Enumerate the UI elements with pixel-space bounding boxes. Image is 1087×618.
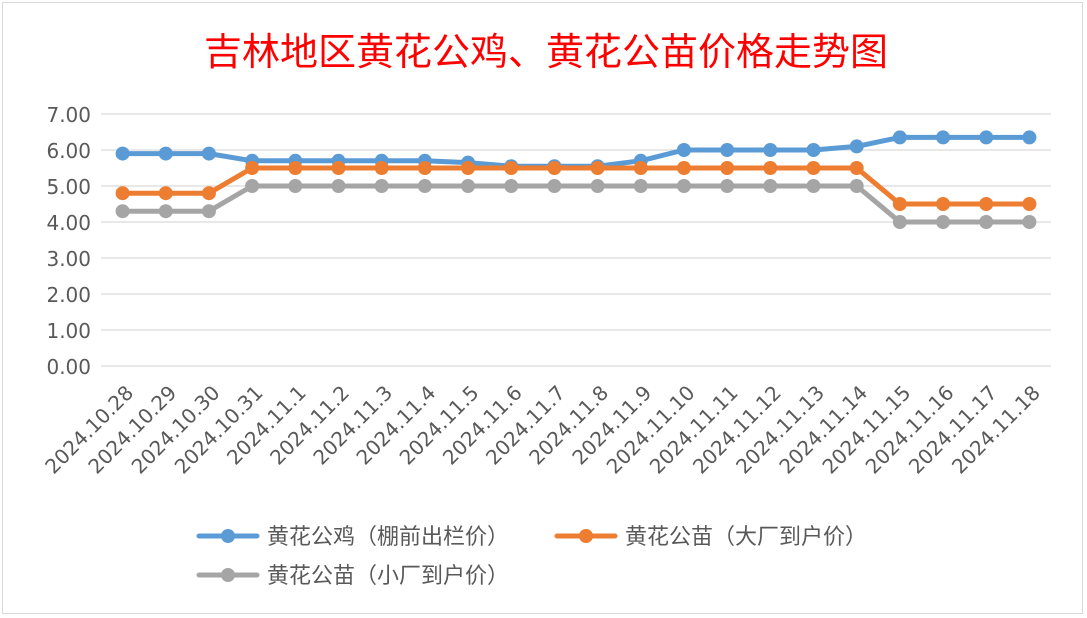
data-point xyxy=(288,179,303,193)
y-tick-label: 6.00 xyxy=(46,139,91,163)
data-point xyxy=(461,179,476,193)
legend-swatch-marker xyxy=(579,529,593,543)
legend-label: 黄花公苗（大厂到户价） xyxy=(625,525,867,550)
gridlines xyxy=(101,113,1051,367)
data-point xyxy=(763,179,778,193)
data-point xyxy=(676,143,691,157)
y-axis-ticks: 0.00 1.00 2.00 3.00 4.00 5.00 6.00 7.00 xyxy=(46,103,91,379)
data-point xyxy=(115,186,130,201)
y-tick-label: 7.00 xyxy=(46,103,91,127)
data-point xyxy=(1022,215,1037,229)
chart-title: 吉林地区黄花公鸡、黄花公苗价格走势图 xyxy=(204,30,888,74)
legend-item[interactable]: 黄花公苗（小厂到户价） xyxy=(196,564,509,589)
data-point xyxy=(331,179,346,193)
data-point xyxy=(158,186,173,201)
data-point xyxy=(1022,130,1037,145)
data-point xyxy=(676,161,691,175)
series-line xyxy=(120,165,1032,207)
data-point xyxy=(720,179,735,193)
data-point xyxy=(590,161,605,175)
data-point xyxy=(720,143,735,157)
data-point xyxy=(158,204,173,219)
data-point xyxy=(849,139,864,154)
data-point xyxy=(763,161,778,175)
data-point xyxy=(504,161,519,175)
data-point xyxy=(633,161,648,175)
data-point xyxy=(806,143,821,157)
data-point xyxy=(892,215,907,229)
y-tick-label: 0.00 xyxy=(46,355,91,379)
data-point xyxy=(590,179,605,193)
data-point xyxy=(245,179,260,193)
data-point xyxy=(979,197,994,211)
legend-swatch-marker xyxy=(221,529,235,543)
legend-label: 黄花公鸡（棚前出栏价） xyxy=(267,525,509,550)
data-point xyxy=(936,197,951,211)
legend[interactable]: 黄花公鸡（棚前出栏价） 黄花公苗（大厂到户价） 黄花公苗（小厂到户价） xyxy=(196,525,867,589)
data-point xyxy=(201,186,216,201)
y-tick-label: 4.00 xyxy=(46,211,91,235)
legend-item[interactable]: 黄花公苗（大厂到户价） xyxy=(554,525,867,550)
data-point xyxy=(115,146,130,161)
data-point xyxy=(504,179,519,193)
series-2 xyxy=(115,161,1037,211)
data-point xyxy=(979,130,994,145)
data-point xyxy=(417,161,432,175)
data-point xyxy=(331,161,346,175)
data-point xyxy=(201,146,216,161)
line-chart: 吉林地区黄花公鸡、黄花公苗价格走势图 0.00 1.00 2.00 3.00 4.00 5… xyxy=(40,30,1051,589)
data-point xyxy=(461,161,476,175)
data-point xyxy=(936,215,951,229)
x-axis-ticks: 2024.10.282024.10.292024.10.302024.10.31… xyxy=(40,381,1045,479)
data-point xyxy=(417,179,432,193)
series-3 xyxy=(115,179,1037,229)
series-lines xyxy=(115,130,1037,229)
series-line xyxy=(120,183,1032,225)
data-point xyxy=(374,161,389,175)
data-point xyxy=(115,204,130,219)
data-point xyxy=(763,143,778,157)
data-point xyxy=(892,197,907,211)
data-point xyxy=(288,161,303,175)
data-point xyxy=(158,146,173,161)
legend-item[interactable]: 黄花公鸡（棚前出栏价） xyxy=(196,525,509,550)
data-point xyxy=(849,161,864,175)
data-point xyxy=(676,179,691,193)
y-tick-label: 1.00 xyxy=(46,319,91,343)
data-point xyxy=(547,161,562,175)
data-point xyxy=(806,161,821,175)
data-point xyxy=(245,161,260,175)
legend-swatch-marker xyxy=(221,568,235,582)
data-point xyxy=(936,130,951,145)
data-point xyxy=(1022,197,1037,211)
data-point xyxy=(201,204,216,219)
data-point xyxy=(979,215,994,229)
data-point xyxy=(547,179,562,193)
data-point xyxy=(849,179,864,193)
data-point xyxy=(806,179,821,193)
y-tick-label: 5.00 xyxy=(46,175,91,199)
y-tick-label: 2.00 xyxy=(46,283,91,307)
data-point xyxy=(633,179,648,193)
data-point xyxy=(892,130,907,145)
data-point xyxy=(374,179,389,193)
y-tick-label: 3.00 xyxy=(46,247,91,271)
legend-label: 黄花公苗（小厂到户价） xyxy=(267,564,509,589)
data-point xyxy=(720,161,735,175)
